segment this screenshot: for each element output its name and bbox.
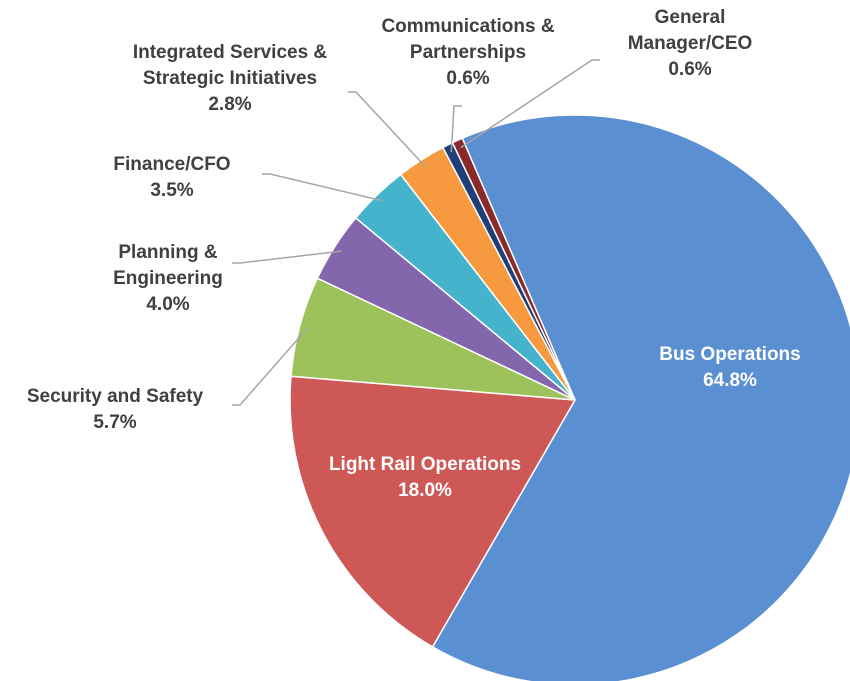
pie-slice bbox=[431, 114, 850, 681]
value-label: 4.0% bbox=[146, 294, 190, 315]
value-label: 2.8% bbox=[208, 94, 252, 115]
leader-line bbox=[232, 327, 309, 406]
category-name: General Manager/CEO bbox=[627, 7, 753, 54]
slice-label: Communications & Partnerships 0.6% bbox=[353, 14, 583, 92]
category-name: Integrated Services & Strategic Initiati… bbox=[132, 42, 328, 89]
leader-line bbox=[232, 250, 342, 264]
value-label: 64.8% bbox=[703, 370, 757, 391]
category-name: Light Rail Operations bbox=[328, 454, 522, 475]
category-name: Planning & Engineering bbox=[113, 242, 223, 289]
value-label: 5.7% bbox=[93, 412, 137, 433]
leader-line bbox=[460, 59, 600, 149]
value-label: 3.5% bbox=[150, 180, 194, 201]
value-label: 18.0% bbox=[398, 480, 452, 501]
leader-line bbox=[450, 105, 462, 153]
pie-slice bbox=[451, 137, 576, 401]
value-label: 0.6% bbox=[446, 68, 490, 89]
category-name: Communications & Partnerships bbox=[381, 16, 555, 63]
value-label: 0.6% bbox=[668, 59, 712, 80]
slice-label: Finance/CFO 3.5% bbox=[92, 152, 252, 204]
category-name: Bus Operations bbox=[659, 344, 801, 365]
pie-slice bbox=[289, 375, 577, 648]
leader-line bbox=[262, 173, 383, 202]
slice-label: Security and Safety 5.7% bbox=[0, 384, 235, 436]
leader-line bbox=[348, 91, 427, 168]
slice-label: Planning & Engineering 4.0% bbox=[93, 240, 243, 318]
slice-label: Bus Operations 64.8% bbox=[600, 342, 850, 394]
slice-label: Light Rail Operations 18.0% bbox=[295, 452, 555, 504]
slice-label: Integrated Services & Strategic Initiati… bbox=[100, 40, 360, 118]
category-name: Security and Safety bbox=[26, 386, 204, 407]
slice-label: General Manager/CEO 0.6% bbox=[615, 5, 765, 83]
category-name: Finance/CFO bbox=[113, 154, 231, 175]
